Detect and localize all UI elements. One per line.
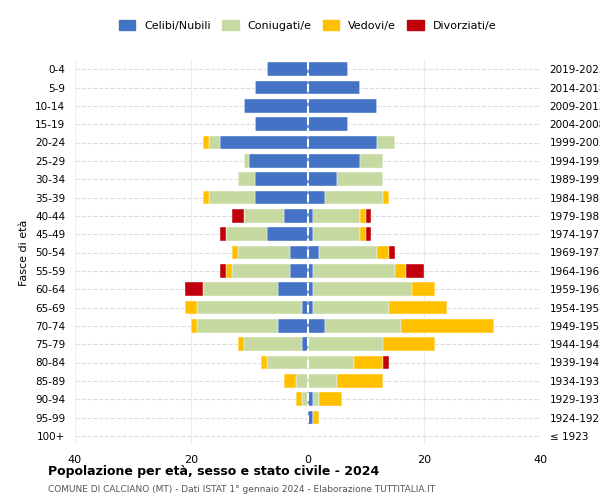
Bar — [302, 392, 308, 406]
Bar — [290, 246, 308, 260]
Bar — [308, 319, 325, 332]
Bar — [308, 209, 313, 222]
Bar — [325, 319, 401, 332]
Bar — [238, 246, 290, 260]
Bar — [313, 228, 360, 241]
Bar — [244, 338, 302, 351]
Bar — [313, 209, 360, 222]
Bar — [302, 300, 308, 314]
Bar — [203, 282, 278, 296]
Bar — [244, 209, 284, 222]
Bar — [313, 282, 412, 296]
Text: COMUNE DI CALCIANO (MT) - Dati ISTAT 1° gennaio 2024 - Elaborazione TUTTITALIA.I: COMUNE DI CALCIANO (MT) - Dati ISTAT 1° … — [48, 485, 435, 494]
Bar — [255, 118, 308, 131]
Bar — [360, 154, 383, 168]
Bar — [360, 209, 365, 222]
Bar — [313, 264, 395, 278]
Bar — [220, 264, 226, 278]
Bar — [389, 246, 395, 260]
Bar — [308, 282, 313, 296]
Bar — [203, 136, 209, 149]
Bar — [383, 190, 389, 204]
Bar — [337, 172, 383, 186]
Bar — [360, 228, 365, 241]
Bar — [377, 136, 395, 149]
Bar — [209, 190, 255, 204]
Bar — [354, 356, 383, 370]
Bar — [244, 99, 308, 112]
Bar — [319, 392, 343, 406]
Bar — [308, 246, 319, 260]
Bar — [401, 319, 493, 332]
Bar — [197, 319, 278, 332]
Bar — [377, 246, 389, 260]
Bar — [308, 99, 377, 112]
Bar — [365, 209, 371, 222]
Bar — [308, 264, 313, 278]
Bar — [389, 300, 447, 314]
Bar — [383, 338, 436, 351]
Bar — [308, 172, 337, 186]
Bar — [412, 282, 436, 296]
Bar — [250, 154, 308, 168]
Bar — [308, 374, 337, 388]
Bar — [185, 300, 197, 314]
Y-axis label: Fasce di età: Fasce di età — [19, 220, 29, 286]
Bar — [226, 264, 232, 278]
Bar — [308, 300, 313, 314]
Bar — [308, 80, 360, 94]
Bar — [365, 228, 371, 241]
Bar — [308, 392, 313, 406]
Bar — [255, 172, 308, 186]
Bar — [302, 338, 308, 351]
Bar — [313, 410, 319, 424]
Bar — [232, 246, 238, 260]
Bar — [232, 264, 290, 278]
Bar — [290, 264, 308, 278]
Bar — [284, 374, 296, 388]
Text: Popolazione per età, sesso e stato civile - 2024: Popolazione per età, sesso e stato civil… — [48, 465, 379, 478]
Bar — [244, 154, 250, 168]
Bar — [308, 62, 348, 76]
Bar — [319, 246, 377, 260]
Bar — [308, 154, 360, 168]
Bar — [197, 300, 302, 314]
Bar — [267, 356, 308, 370]
Bar — [226, 228, 267, 241]
Bar — [220, 228, 226, 241]
Bar — [308, 136, 377, 149]
Bar — [185, 282, 203, 296]
Bar — [308, 190, 325, 204]
Bar — [209, 136, 220, 149]
Bar — [278, 319, 308, 332]
Legend: Celibi/Nubili, Coniugati/e, Vedovi/e, Divorziati/e: Celibi/Nubili, Coniugati/e, Vedovi/e, Di… — [114, 16, 501, 35]
Bar — [232, 209, 244, 222]
Bar — [308, 410, 313, 424]
Bar — [278, 282, 308, 296]
Bar — [261, 356, 267, 370]
Bar — [296, 374, 308, 388]
Bar — [220, 136, 308, 149]
Bar — [267, 228, 308, 241]
Bar — [191, 319, 197, 332]
Bar — [325, 190, 383, 204]
Bar — [383, 356, 389, 370]
Bar — [337, 374, 383, 388]
Bar — [296, 392, 302, 406]
Bar — [203, 190, 209, 204]
Bar — [267, 62, 308, 76]
Bar — [308, 228, 313, 241]
Bar — [255, 80, 308, 94]
Bar — [238, 172, 255, 186]
Bar — [255, 190, 308, 204]
Bar — [395, 264, 406, 278]
Bar — [284, 209, 308, 222]
Bar — [238, 338, 244, 351]
Bar — [308, 118, 348, 131]
Bar — [313, 392, 319, 406]
Bar — [308, 338, 383, 351]
Bar — [406, 264, 424, 278]
Bar — [308, 356, 354, 370]
Bar — [313, 300, 389, 314]
